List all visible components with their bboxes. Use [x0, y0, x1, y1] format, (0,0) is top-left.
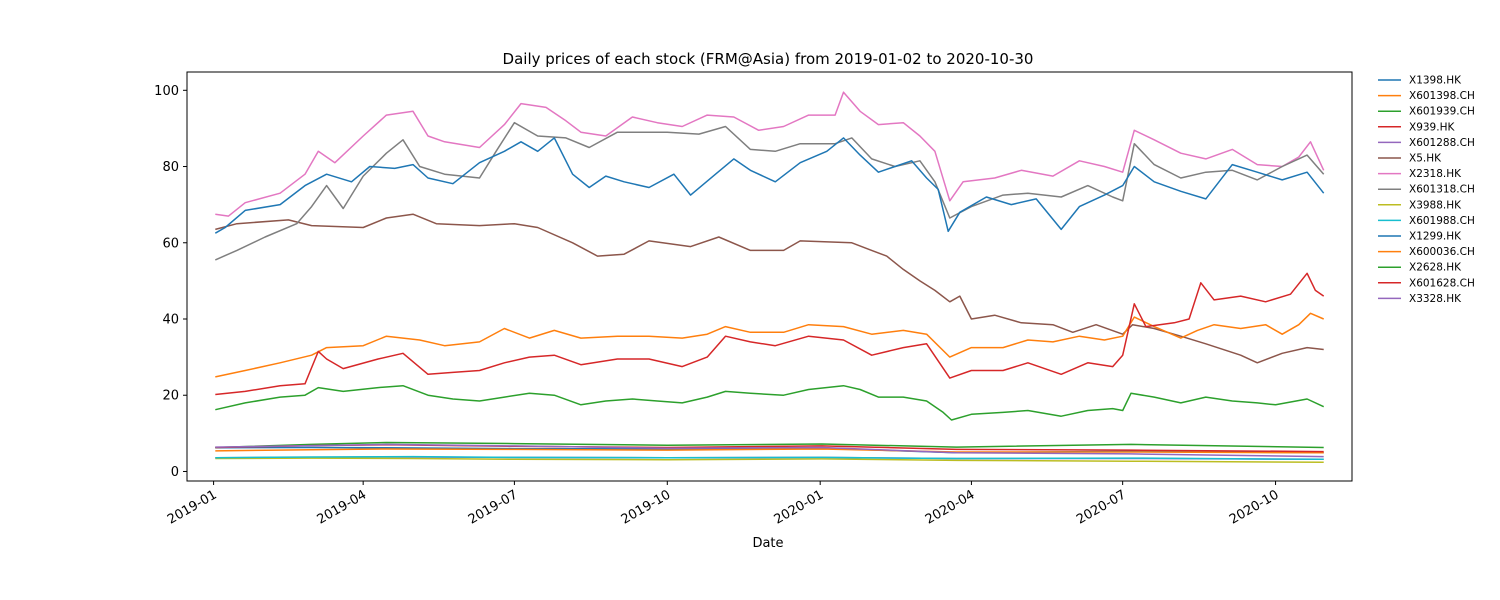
y-tick-label: 20 — [162, 389, 179, 404]
y-tick-label: 100 — [154, 84, 179, 99]
series-line-X2628.HK — [215, 384, 1325, 421]
y-tick-label: 80 — [162, 160, 179, 175]
series-line-X600036.CH — [215, 312, 1324, 378]
x-tick-label: 2019-04 — [315, 487, 370, 527]
series-line-X2318.HK — [215, 91, 1325, 217]
legend-label: X3328.HK — [1409, 293, 1462, 305]
series-layer — [214, 91, 1325, 464]
chart-title: Daily prices of each stock (FRM@Asia) fr… — [503, 50, 1034, 68]
x-axis-label: Date — [752, 536, 783, 551]
series-line-X3328.HK — [215, 443, 1324, 458]
legend-label: X3988.HK — [1409, 199, 1462, 211]
y-tick-label: 40 — [162, 313, 179, 328]
y-axis: 0 20 40 60 80 100 — [154, 84, 187, 480]
series-line-X601988.CH — [215, 455, 1324, 461]
x-tick-label: 2020-10 — [1227, 487, 1282, 527]
x-axis: 2019-01 2019-04 2019-07 2019-10 2020-01 2020-… — [165, 481, 1282, 528]
legend-label: X1398.HK — [1409, 75, 1462, 87]
legend-label: X601398.CH — [1409, 90, 1475, 102]
y-tick-label: 0 — [171, 465, 179, 480]
x-tick-label: 2019-10 — [619, 487, 674, 527]
x-tick-label: 2020-01 — [772, 487, 827, 527]
y-tick-label: 60 — [162, 236, 179, 251]
legend-label: X601288.CH — [1409, 137, 1475, 149]
x-tick-label: 2020-04 — [923, 487, 978, 527]
legend-label: X939.HK — [1409, 121, 1455, 133]
x-tick-label: 2020-07 — [1074, 487, 1129, 527]
legend-label: X601318.CH — [1409, 184, 1475, 196]
series-line-X601398.CH — [215, 448, 1324, 454]
legend-label: X600036.CH — [1409, 246, 1475, 258]
x-tick-label: 2019-07 — [466, 487, 521, 527]
legend-label: X601988.CH — [1409, 215, 1475, 227]
legend-label: X2628.HK — [1409, 262, 1462, 274]
series-line-X601939.CH — [215, 441, 1324, 449]
series-line-X1299.HK — [214, 137, 1325, 234]
series-line-X3988.HK — [215, 457, 1324, 464]
legend-label: X2318.HK — [1409, 168, 1462, 180]
plot-frame — [186, 71, 1353, 482]
series-line-X601318.CH — [214, 121, 1325, 261]
legend-label: X601939.CH — [1409, 106, 1475, 118]
legend-label: X5.HK — [1409, 153, 1442, 165]
x-tick-label: 2019-01 — [165, 487, 220, 527]
series-line-X601628.CH — [215, 272, 1325, 396]
legend-label: X601628.CH — [1409, 277, 1475, 289]
legend: X1398.HK X601398.CH X601939.CH X939.HK X6012… — [1378, 75, 1475, 305]
legend-label: X1299.HK — [1409, 231, 1462, 243]
series-line-X5.HK — [215, 213, 1324, 364]
